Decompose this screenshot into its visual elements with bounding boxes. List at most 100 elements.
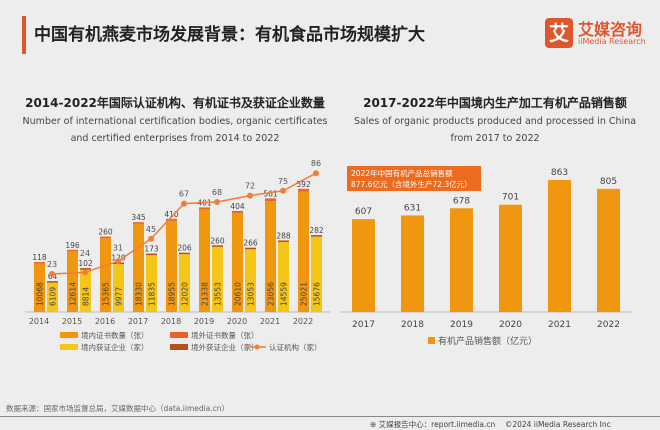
bar-overseas-enterprises [278, 240, 289, 242]
bar-domestic-enterprises [212, 246, 223, 312]
bar-overseas-enterprises [245, 247, 256, 250]
data-label-overseas-certificates: 410 [164, 210, 179, 219]
left-chart: 1006861091186420141261488141961022015153… [25, 159, 330, 352]
data-label-sales: 631 [404, 203, 421, 213]
footer-divider [0, 416, 660, 417]
data-label-sales: 701 [502, 193, 519, 203]
data-label-domestic-enterprises: 8814 [82, 287, 91, 306]
data-label-domestic-certificates: 10068 [36, 282, 45, 306]
footer: ⊕ 艾媒报告中心：report.iimedia.cn ©2024 iiMedia… [370, 419, 611, 430]
data-label-sales: 678 [453, 196, 470, 206]
data-label-sales: 805 [600, 177, 617, 187]
point-certification-bodies [280, 187, 286, 194]
data-label-domestic-enterprises: 14559 [280, 282, 289, 306]
data-label-certification-bodies: 31 [113, 244, 123, 253]
legend-swatch [60, 344, 78, 350]
title-accent-bar [22, 16, 26, 54]
x-tick-label: 2017 [128, 317, 148, 326]
x-tick-label: 2016 [95, 317, 115, 326]
logo-subtext: iiMedia Research [578, 37, 646, 46]
legend-swatch [60, 332, 78, 338]
data-label-certification-bodies: 24 [80, 249, 90, 258]
data-label-domestic-enterprises: 15676 [313, 282, 322, 306]
x-tick-label: 2017 [352, 320, 375, 330]
left-chart-title: 2014-2022年国际认证机构、有机证书及获证企业数量 [25, 96, 325, 110]
bar-overseas-certificates [265, 198, 276, 202]
x-tick-label: 2019 [194, 317, 214, 326]
bar-overseas-certificates [67, 249, 78, 252]
data-label-domestic-enterprises: 13053 [247, 282, 256, 306]
data-label-domestic-certificates: 15365 [102, 282, 111, 306]
bar-domestic-certificates [166, 220, 177, 312]
data-label-certification-bodies: 86 [311, 159, 321, 168]
bar-sales [401, 215, 424, 312]
left-chart-subtitle: Number of international certification bo… [22, 116, 328, 144]
legend-swatch [170, 332, 188, 338]
right-chart-subtitle: Sales of organic products produced and p… [353, 116, 637, 144]
point-certification-bodies [181, 200, 187, 207]
bar-overseas-certificates [199, 207, 210, 210]
bar-overseas-certificates [166, 218, 177, 221]
bar-domestic-certificates [67, 251, 78, 312]
x-tick-label: 2022 [293, 317, 313, 326]
bar-overseas-certificates [100, 236, 111, 239]
annotation-box [347, 166, 481, 191]
bar-sales [548, 179, 571, 312]
data-label-overseas-enterprises: 266 [243, 239, 258, 248]
bar-overseas-certificates [34, 262, 45, 264]
data-label-certification-bodies: 75 [278, 177, 288, 186]
legend-swatch [428, 337, 435, 344]
data-label-certification-bodies: 67 [179, 190, 189, 199]
point-certification-bodies [49, 271, 55, 277]
bar-domestic-enterprises [311, 236, 322, 312]
point-certification-bodies [115, 258, 121, 265]
data-label-domestic-certificates: 12614 [69, 282, 78, 306]
data-label-certification-bodies: 68 [212, 188, 222, 197]
right-chart: 607 2017 631 2018 678 2019 701 2020 863 2021 805 20… [340, 166, 632, 347]
footer-spacer [495, 420, 505, 429]
data-label-domestic-certificates: 23056 [267, 282, 276, 306]
report-link[interactable]: 艾媒报告中心：report.iimedia.cn [378, 420, 496, 429]
logo-text: 艾媒咨询 [578, 20, 643, 39]
data-label-overseas-certificates: 196 [65, 241, 80, 250]
legend-label: 境外证书数量（张） [191, 330, 259, 340]
bar-domestic-certificates [199, 209, 210, 312]
annotation-line: 2022年中国有机产品总销售额 [351, 168, 453, 178]
data-label-domestic-enterprises: 6109 [49, 287, 58, 306]
bar-domestic-certificates [133, 223, 144, 312]
data-label-domestic-enterprises: 13553 [214, 282, 223, 306]
data-label-sales: 607 [355, 207, 372, 217]
bar-sales [499, 204, 522, 312]
data-label-domestic-certificates: 18330 [135, 282, 144, 306]
right-chart-title: 2017-2022年中国境内生产加工有机产品销售额 [363, 96, 627, 110]
data-label-domestic-certificates: 18955 [168, 282, 177, 306]
data-label-certification-bodies: 45 [146, 225, 156, 234]
data-label-certification-bodies: 72 [245, 182, 255, 191]
x-tick-label: 2020 [227, 317, 247, 326]
data-label-overseas-certificates: 345 [131, 213, 146, 222]
data-label-overseas-enterprises: 129 [111, 254, 126, 263]
data-label-domestic-certificates: 25021 [300, 282, 309, 306]
point-certification-bodies [313, 170, 319, 177]
legend-label: 境外获证企业（家） [191, 342, 259, 352]
annotation-line: 877.6亿元（含境外生产72.3亿元） [351, 179, 472, 189]
bar-domestic-enterprises [278, 241, 289, 312]
globe-icon: ⊕ [370, 420, 379, 429]
legend-swatch-point [254, 344, 260, 350]
bar-overseas-enterprises [212, 245, 223, 247]
data-label-certification-bodies: 23 [47, 260, 57, 269]
bar-sales [450, 208, 473, 312]
bar-sales [352, 219, 375, 312]
data-label-domestic-certificates: 21338 [201, 282, 210, 306]
legend-label: 境内获证企业（家） [81, 342, 149, 352]
legend-label: 认证机构（家） [269, 342, 322, 352]
data-source: 数据来源：国家市场监督总局，艾媒数据中心（data.iimedia.cn） [6, 404, 230, 413]
bar-overseas-enterprises [146, 253, 157, 256]
data-label-overseas-certificates: 561 [263, 189, 278, 198]
bar-overseas-certificates [298, 188, 309, 192]
logo-mark: 艾 [545, 18, 573, 48]
point-certification-bodies [247, 192, 253, 199]
bar-domestic-enterprises [80, 269, 91, 312]
data-label-overseas-enterprises: 288 [276, 231, 291, 240]
bar-domestic-certificates [265, 201, 276, 312]
